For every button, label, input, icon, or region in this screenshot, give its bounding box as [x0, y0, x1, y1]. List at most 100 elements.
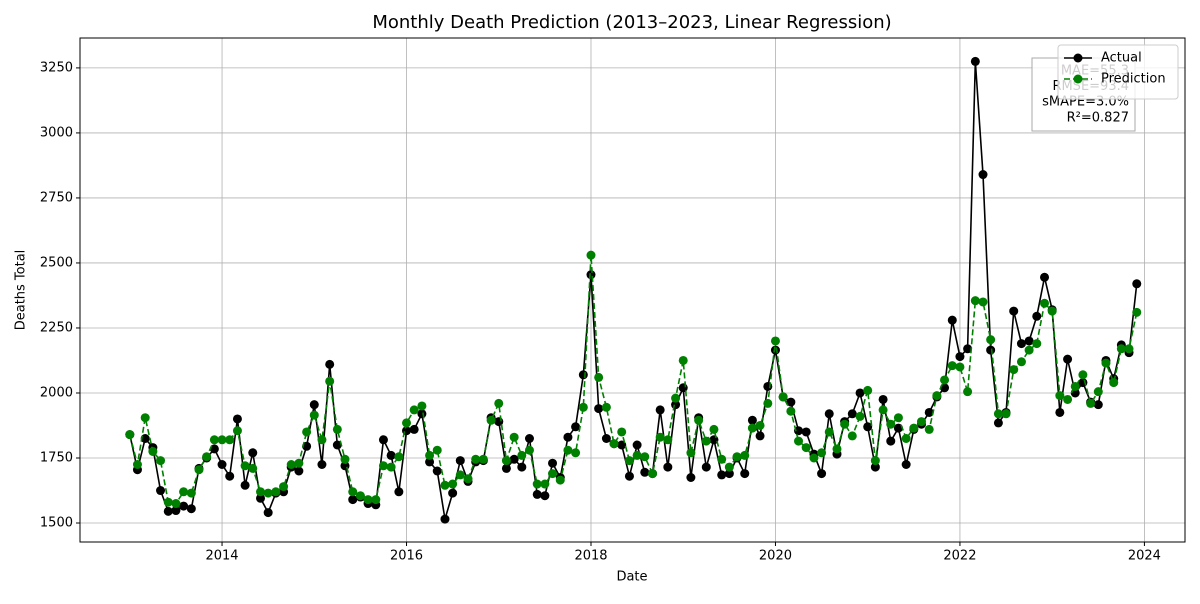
data-point: [686, 448, 696, 458]
data-point: [770, 336, 780, 346]
data-point: [548, 458, 558, 468]
annotation-text: R²=0.827: [1067, 110, 1129, 125]
data-point: [724, 462, 734, 472]
data-point: [963, 344, 973, 354]
data-point: [878, 405, 888, 415]
data-point: [863, 385, 873, 395]
data-point: [794, 426, 804, 436]
data-point: [225, 435, 235, 445]
data-point: [248, 463, 258, 473]
data-point: [455, 456, 465, 466]
data-point: [1032, 339, 1042, 349]
data-point: [640, 452, 650, 462]
data-point: [932, 391, 942, 401]
data-point: [432, 466, 442, 476]
legend-label: Actual: [1101, 51, 1142, 66]
data-point: [386, 450, 396, 460]
data-point: [893, 413, 903, 423]
data-point: [970, 56, 980, 66]
data-point: [171, 499, 181, 509]
data-point: [678, 355, 688, 365]
x-tick-label: 2022: [943, 549, 976, 564]
data-point: [709, 424, 719, 434]
data-point: [617, 427, 627, 437]
axes-frame: [79, 37, 1186, 543]
x-tick-label: 2016: [390, 549, 423, 564]
data-point: [671, 393, 681, 403]
data-point: [302, 427, 312, 437]
data-point: [993, 409, 1003, 419]
plot-area: [125, 56, 1142, 524]
data-point: [571, 448, 581, 458]
data-point: [1063, 394, 1073, 404]
data-point: [640, 467, 650, 477]
data-point: [763, 398, 773, 408]
data-point: [1055, 407, 1065, 417]
data-point: [717, 454, 727, 464]
data-point: [740, 450, 750, 460]
legend: Actual Prediction: [1057, 44, 1179, 100]
data-point: [179, 501, 189, 511]
legend-marker: [1073, 53, 1083, 63]
data-point: [263, 488, 273, 498]
data-point: [978, 297, 988, 307]
data-point: [378, 435, 388, 445]
data-point: [348, 495, 358, 505]
data-point: [663, 435, 673, 445]
data-point: [1055, 391, 1065, 401]
data-point: [309, 400, 319, 410]
data-point: [986, 335, 996, 345]
data-point: [1016, 357, 1026, 367]
x-tick-label: 2018: [574, 549, 607, 564]
data-point: [294, 466, 304, 476]
data-point: [1040, 298, 1050, 308]
data-point: [1001, 409, 1011, 419]
data-point: [563, 445, 573, 455]
data-point: [732, 452, 742, 462]
data-point: [1078, 378, 1088, 388]
data-point: [855, 388, 865, 398]
data-point: [355, 491, 365, 501]
x-axis-label: Date: [616, 570, 647, 585]
data-point: [240, 480, 250, 490]
data-point: [832, 444, 842, 454]
data-point: [156, 486, 166, 496]
data-point: [824, 427, 834, 437]
data-point: [209, 444, 219, 454]
data-point: [156, 456, 166, 466]
data-point: [1032, 311, 1042, 321]
data-point: [332, 440, 342, 450]
data-point: [916, 417, 926, 427]
data-point: [486, 415, 496, 425]
data-point: [248, 448, 258, 458]
chart-title: Monthly Death Prediction (2013–2023, Lin…: [372, 12, 891, 33]
data-point: [478, 454, 488, 464]
data-point: [632, 450, 642, 460]
data-point: [824, 409, 834, 419]
data-point: [225, 471, 235, 481]
data-point: [371, 495, 381, 505]
data-point: [148, 446, 158, 456]
data-point: [455, 470, 465, 480]
data-point: [1132, 307, 1142, 317]
data-point: [586, 250, 596, 260]
data-point: [217, 460, 227, 470]
data-point: [886, 419, 896, 429]
data-point: [924, 424, 934, 434]
data-point: [463, 474, 473, 484]
data-point: [409, 424, 419, 434]
legend-label: Prediction: [1101, 72, 1166, 87]
data-point: [509, 454, 519, 464]
data-point: [993, 418, 1003, 428]
data-point: [886, 436, 896, 446]
data-point: [701, 462, 711, 472]
data-point: [1040, 272, 1050, 282]
data-point: [901, 433, 911, 443]
data-point: [1101, 358, 1111, 368]
data-point: [1086, 398, 1096, 408]
data-point: [1009, 306, 1019, 316]
data-point: [524, 433, 534, 443]
data-point: [125, 430, 135, 440]
data-point: [279, 482, 289, 492]
